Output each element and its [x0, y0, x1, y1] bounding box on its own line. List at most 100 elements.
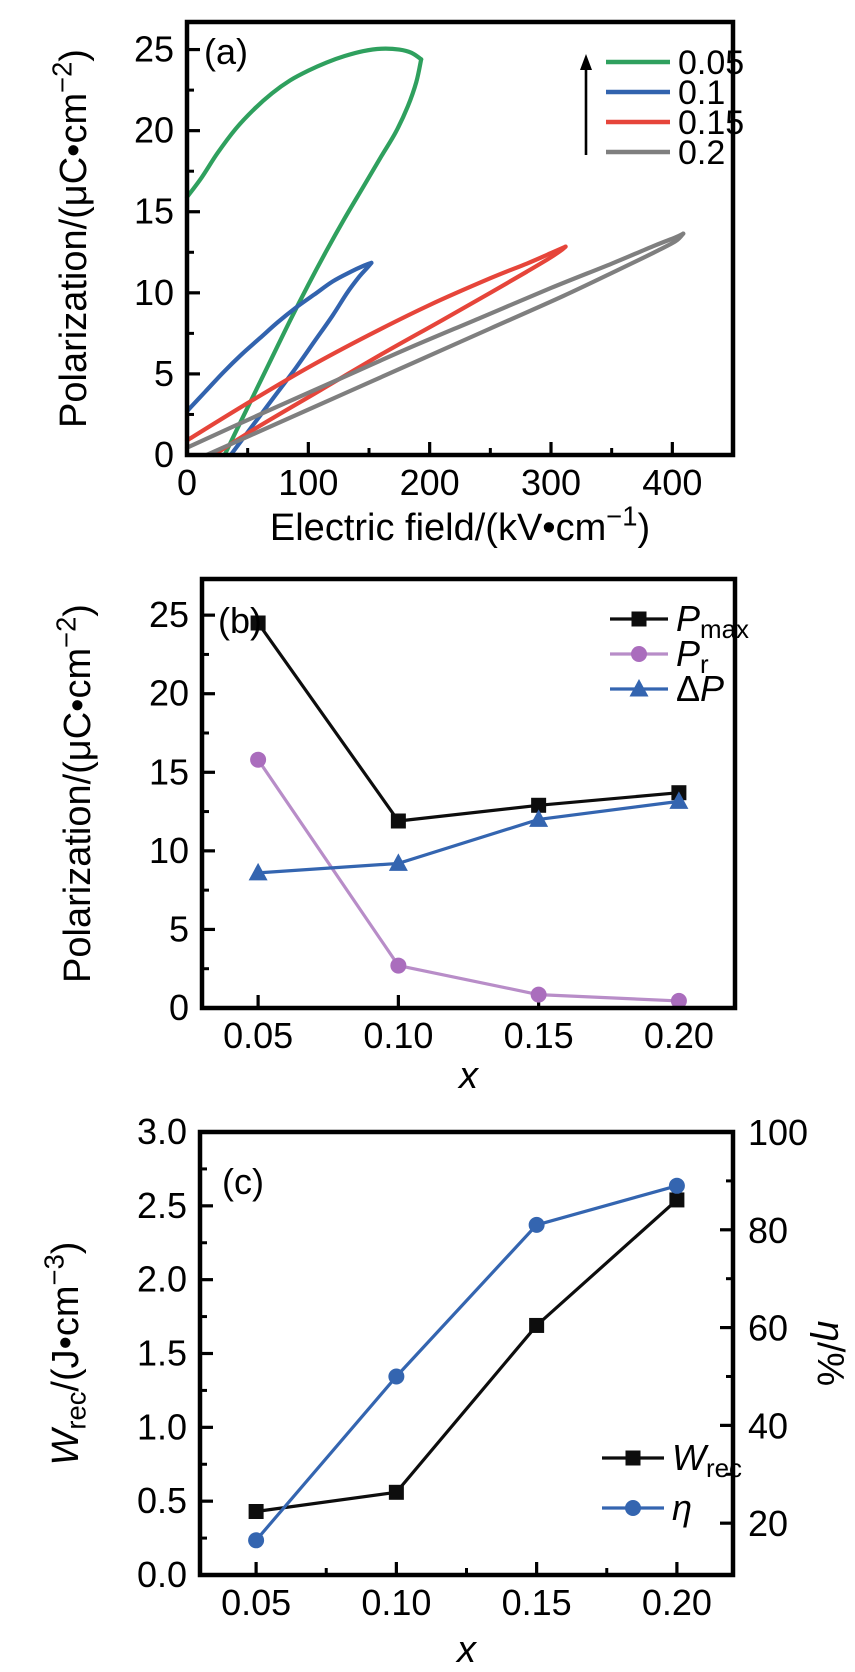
circle-marker	[390, 957, 407, 974]
panel-c: 0.05 0.10 0.15 0.20 x 0.0 0.5 1.0 1.5 2.0 2.5 3.0 Wr…	[0, 1090, 855, 1672]
y-axis: 0.0 0.5 1.0 1.5 2.0 2.5 3.0 Wrec/(J•cm−3)	[39, 1111, 213, 1595]
series-ΔP	[248, 791, 689, 881]
y-tick-label: 5	[169, 908, 189, 949]
x-tick-label: 0.15	[502, 1582, 572, 1623]
series-Pmax	[250, 615, 687, 829]
x-tick-label: 0.15	[504, 1015, 574, 1056]
series-0.05	[184, 46, 424, 458]
y2-tick-label: 60	[748, 1308, 788, 1349]
circle-marker	[250, 751, 267, 768]
square-marker	[631, 611, 647, 627]
square-marker	[625, 1450, 641, 1466]
x-axis: 0.05 0.10 0.15 0.20 x	[223, 995, 714, 1090]
x-tick-label: 0.05	[223, 1015, 293, 1056]
y2-tick-label: 20	[748, 1503, 788, 1544]
y-axis: 0 5 10 15 20 25 Polarization/(μC•cm−2)	[51, 594, 215, 1028]
x-tick-label: 100	[278, 462, 338, 503]
up-arrow-icon	[580, 54, 592, 155]
y-tick-label: 3.0	[137, 1111, 187, 1152]
y-tick-label: 1.0	[137, 1406, 187, 1447]
triangle-marker	[529, 809, 549, 827]
square-marker	[248, 1504, 264, 1520]
legend-label: η	[672, 1487, 692, 1528]
x-tick-label: 0	[177, 462, 197, 503]
plot-box	[197, 1129, 736, 1578]
y-tick-label: 25	[134, 29, 174, 70]
square-marker	[388, 1484, 404, 1500]
legend-label: Pmax	[676, 598, 749, 644]
legend-label: ΔP	[676, 668, 724, 709]
y-tick-label: 10	[134, 272, 174, 313]
panel-a: 0 100 200 300 400 Electric field/(kV•cm−1) 0 5 1…	[0, 0, 855, 557]
y-tick-label: 0.0	[137, 1554, 187, 1595]
circle-marker	[248, 1532, 265, 1549]
x-tick-label: 0.10	[361, 1582, 431, 1623]
y-axis: 0 5 10 15 20 25 Polarization/(μC•cm−2)	[47, 29, 200, 475]
y-tick-label: 10	[149, 830, 189, 871]
x-tick-label: 300	[521, 462, 581, 503]
plot-box	[199, 576, 738, 1011]
y-tick-label: 15	[134, 191, 174, 232]
y-tick-label: 20	[149, 673, 189, 714]
x-tick-label: 0.20	[644, 1015, 714, 1056]
x-tick-label: 400	[642, 462, 702, 503]
y-tick-label: 2.5	[137, 1185, 187, 1226]
legend-label: 0.15	[678, 104, 744, 142]
series-Wrec	[248, 1192, 685, 1520]
y-tick-label: 5	[154, 353, 174, 394]
y-tick-label: 0.5	[137, 1480, 187, 1521]
series-0.2	[184, 231, 686, 458]
series-0.1	[184, 260, 374, 458]
panel-tag: (b)	[218, 600, 262, 641]
panel-tag: (a)	[204, 31, 248, 72]
x-tick-label: 200	[400, 462, 460, 503]
panel-b-svg: 0.05 0.10 0.15 0.20 x 0 5 10 15 20 25 Polarization/…	[51, 576, 749, 1090]
x-tick-label: 0.20	[642, 1582, 712, 1623]
circle-marker	[388, 1368, 405, 1385]
y-tick-label: 0	[154, 434, 174, 475]
circle-marker	[530, 986, 547, 1003]
x-axis: 0.05 0.10 0.15 0.20 x	[221, 1562, 712, 1671]
triangle-marker	[388, 853, 408, 871]
triangle-marker	[669, 791, 689, 809]
y2-tick-label: 80	[748, 1210, 788, 1251]
x-axis-title: x	[457, 1055, 480, 1090]
square-marker	[390, 813, 406, 829]
legend-label: 0.05	[678, 44, 744, 82]
y-tick-label: 20	[134, 110, 174, 151]
y-axis-title: Polarization/(μC•cm−2)	[51, 604, 99, 983]
y2-axis-title: η/%	[809, 1321, 851, 1386]
panel-c-svg: 0.05 0.10 0.15 0.20 x 0.0 0.5 1.0 1.5 2.0 2.5 3.0 Wr…	[39, 1111, 851, 1671]
circle-marker	[670, 992, 687, 1009]
panel-tag: (c)	[222, 1161, 264, 1202]
x-axis-title: x	[455, 1629, 478, 1671]
x-axis-title: Electric field/(kV•cm−1)	[270, 501, 650, 549]
y-axis-title: Wrec/(J•cm−3)	[39, 1242, 92, 1466]
triangle-marker	[248, 862, 268, 881]
y2-tick-label: 100	[748, 1112, 808, 1153]
y-tick-label: 25	[149, 594, 189, 635]
y-tick-label: 1.5	[137, 1333, 187, 1374]
y2-tick-label: 40	[748, 1405, 788, 1446]
legend: 0.050.10.150.2	[580, 44, 744, 172]
square-marker	[669, 1192, 685, 1208]
legend-label: 0.1	[678, 74, 725, 112]
circle-marker	[668, 1177, 685, 1194]
y-tick-label: 2.0	[137, 1259, 187, 1300]
y2-axis: 20 40 60 80 100 η/%	[720, 1112, 851, 1544]
circle-marker	[625, 1500, 641, 1516]
y-tick-label: 15	[149, 751, 189, 792]
series-η	[248, 1177, 685, 1549]
series-0.15	[184, 244, 568, 458]
x-tick-label: 0.05	[221, 1582, 291, 1623]
panel-b: 0.05 0.10 0.15 0.20 x 0 5 10 15 20 25 Polarization/…	[0, 557, 855, 1090]
plot-box	[184, 19, 736, 458]
circle-marker	[631, 646, 647, 662]
square-marker	[250, 615, 266, 631]
circle-marker	[528, 1216, 545, 1233]
x-tick-label: 0.10	[363, 1015, 433, 1056]
